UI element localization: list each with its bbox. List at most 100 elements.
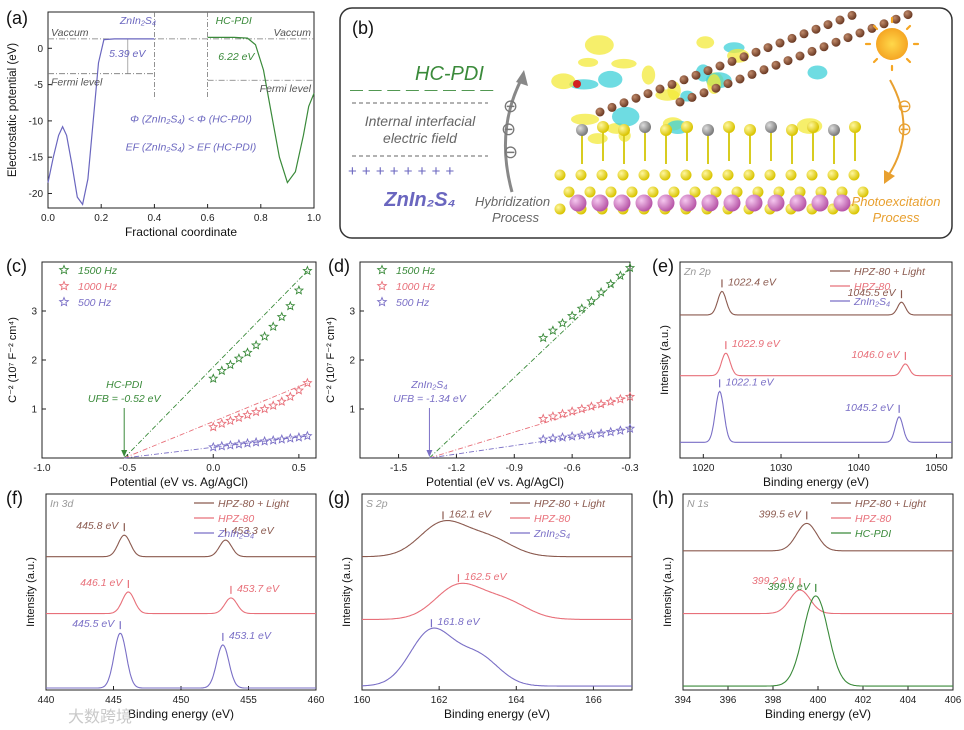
- label-workfunction-relation: Φ (ZnIn₂S₄) < Φ (HC-PDI): [130, 113, 252, 125]
- peak-label-brown: 162.1 eV: [449, 508, 492, 520]
- y-tick-label-d: 3: [349, 307, 355, 318]
- carbon-atom: [691, 70, 701, 80]
- y-tick-label-c: 1: [31, 405, 37, 416]
- carbon-atom: [831, 37, 841, 47]
- data-point-green: [576, 303, 587, 313]
- sulfur-atom: [857, 186, 869, 198]
- label-vacuum-left: Vaccum: [51, 27, 89, 39]
- panel-label-d: (d): [328, 256, 350, 276]
- plus-row: + + + + + + + +: [348, 163, 455, 180]
- x-tick-label-d: -0.9: [506, 463, 524, 474]
- surface-atom: [807, 121, 819, 133]
- fit-line-purple: [429, 428, 631, 459]
- data-point-green: [547, 325, 559, 335]
- annotation-flatband: UFB = -1.34 eV: [393, 393, 467, 405]
- carbon-atom: [783, 56, 793, 66]
- legend-marker-purple: [376, 296, 388, 307]
- label-fermi-right: Fermi level: [260, 83, 312, 95]
- y-axis-label-d: C⁻² (10⁷ F⁻² cm⁴): [325, 317, 337, 403]
- data-point-pink: [259, 403, 270, 414]
- legend-label-brown: HPZ-80 + Light: [534, 498, 606, 510]
- sulfur-atom: [554, 169, 566, 181]
- surface-atom: [618, 124, 630, 136]
- legend-label-purple: ZnIn₂S₄: [217, 528, 254, 540]
- plot-frame-a: [47, 11, 315, 209]
- x-axis-label-e: Binding energy (eV): [763, 475, 869, 489]
- data-point-purple: [225, 439, 236, 450]
- carbon-atom: [679, 75, 689, 85]
- carbon-atom: [607, 102, 617, 112]
- peak-label-pink: 446.1 eV: [80, 577, 123, 589]
- data-point-green: [242, 347, 253, 357]
- annotation-arrowhead: [121, 450, 128, 457]
- surface-atom: [744, 124, 756, 136]
- data-point-green: [225, 359, 236, 370]
- x-axis-label-g: Binding energy (eV): [444, 707, 550, 721]
- data-point-pink: [615, 393, 626, 404]
- sulfur-atom: [554, 203, 566, 215]
- x-tick-label-g: 164: [508, 695, 525, 706]
- y-axis-label-g: Intensity (a.u.): [341, 557, 353, 627]
- indium-atom: [569, 194, 587, 212]
- panel-c-mott-schottky-hcpdi: -1.0 -0.5 0.0 0.5 1 2 3 Potential (eV vs. Ag/Ag…: [6, 256, 317, 489]
- x-tick-label-c: -1.0: [33, 463, 51, 474]
- sulfur-atom: [584, 186, 596, 198]
- x-tick-label-e: 1020: [692, 463, 715, 474]
- x-tick-label-d: -1.2: [448, 463, 466, 474]
- sulfur-atom: [848, 169, 860, 181]
- charge-density-lobe: [578, 57, 599, 67]
- core-level-label: In 3d: [50, 498, 75, 510]
- photoexcitation-arrow: [887, 79, 905, 177]
- spectrum-pink: [362, 582, 632, 620]
- photoexcitation-label-2: Process: [873, 210, 920, 225]
- label-wf-left: 5.39 eV: [109, 48, 146, 60]
- fit-line-green: [429, 267, 631, 459]
- peak-label-purple: 161.8 eV: [437, 616, 480, 628]
- data-point-pink: [208, 421, 219, 432]
- sulfur-atom: [689, 186, 701, 198]
- charge-density-lobe: [584, 35, 614, 55]
- panel-label-e: (e): [652, 256, 674, 276]
- data-point-green: [605, 278, 616, 289]
- data-point-purple: [216, 440, 227, 451]
- indium-atom: [679, 194, 697, 212]
- legend-label-purple: ZnIn₂S₄: [533, 528, 570, 540]
- data-point-purple: [208, 441, 219, 452]
- sulfur-atom: [626, 186, 638, 198]
- charge-density-lobe: [598, 70, 623, 88]
- sulfur-atom: [836, 186, 848, 198]
- x-tick-label-f: 445: [105, 695, 122, 706]
- hybridization-label-2: Process: [492, 210, 539, 225]
- panel-label-g: (g): [328, 488, 350, 508]
- annotation-material: HC-PDI: [106, 379, 142, 391]
- data-point-pink: [233, 412, 245, 423]
- x-tick-label-g: 162: [431, 695, 448, 706]
- carbon-atom: [751, 47, 761, 57]
- x-axis-label-f: Binding energy (eV): [128, 707, 234, 721]
- carbon-atom: [891, 14, 901, 24]
- data-point-green: [250, 339, 262, 350]
- sulfur-atom: [575, 169, 587, 181]
- peak-label-purple: 1045.2 eV: [845, 402, 894, 414]
- x-tick-label-c: 0.0: [206, 463, 220, 474]
- x-tick-label-h: 398: [765, 695, 782, 706]
- sulfur-atom: [806, 169, 818, 181]
- legend-label-pink: HPZ-80: [855, 513, 891, 525]
- data-point-pink: [268, 400, 279, 410]
- data-point-purple: [293, 432, 305, 442]
- y-tick-label-a: -15: [29, 153, 44, 164]
- panel-label-c: (c): [6, 256, 27, 276]
- peak-label-green: 399.9 eV: [768, 581, 811, 593]
- x-tick-label-h: 394: [675, 695, 692, 706]
- peak-label-brown: 399.5 eV: [759, 508, 802, 520]
- x-tick-label-g: 160: [354, 695, 371, 706]
- surface-atom: [786, 124, 798, 136]
- peak-label-purple: 453.1 eV: [229, 630, 272, 642]
- x-tick-label-e: 1050: [925, 463, 948, 474]
- indium-atom: [613, 194, 631, 212]
- carbon-atom: [763, 43, 773, 53]
- data-point-green: [557, 317, 568, 328]
- legend-marker-pink: [376, 280, 388, 291]
- carbon-atom: [675, 97, 685, 107]
